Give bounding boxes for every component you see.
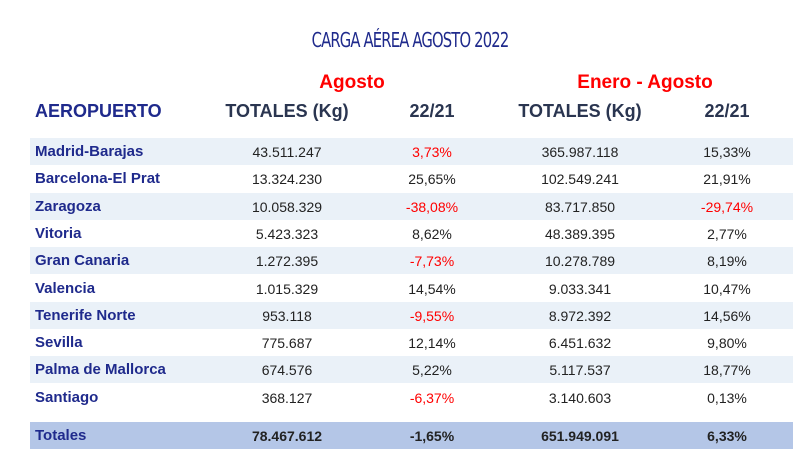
airport-name: Sevilla: [35, 334, 83, 352]
table-row: Palma de Mallorca 674.576 5,22% 5.117.537 18…: [30, 356, 793, 384]
ytd-var: 8,19%: [707, 253, 747, 270]
ytd-var: 2,77%: [707, 225, 747, 242]
month-var: 14,54%: [408, 280, 456, 297]
totals-row: Totales 78.467.612 -1,65% 651.949.091 6,…: [30, 422, 793, 449]
header-airport: AEROPUERTO: [35, 101, 162, 121]
ytd-var: 18,77%: [703, 362, 751, 379]
month-total: 674.576: [261, 362, 313, 379]
ytd-total: 10.278.789: [544, 253, 616, 270]
header-ytd-total: TOTALES (Kg): [518, 101, 642, 121]
ytd-var: 21,91%: [703, 171, 751, 188]
ytd-total: 8.972.392: [548, 307, 612, 324]
table-row: Zaragoza 10.058.329 -38,08% 83.717.850 -29,7…: [30, 192, 793, 220]
airport-name: Vitoria: [35, 224, 82, 242]
ytd-total: 48.389.395: [544, 225, 616, 242]
airport-name: Palma de Mallorca: [35, 361, 166, 379]
month-total: 43.511.247: [252, 144, 322, 160]
month-var: -7,73%: [409, 253, 455, 270]
table-row: Tenerife Norte 953.118 -9,55% 8.972.392 14,5…: [30, 301, 793, 329]
airport-name: Valencia: [35, 279, 96, 297]
month-total: 368.127: [261, 389, 313, 406]
ytd-total: 3.140.603: [548, 389, 612, 406]
page-title: CARGA AÉREA AGOSTO 2022: [311, 28, 510, 52]
month-total: 10.058.329: [251, 198, 323, 215]
month-var: 5,22%: [412, 362, 452, 379]
month-var: -9,55%: [409, 307, 455, 324]
ytd-total: 365.987.118: [541, 144, 619, 160]
header-month-total: TOTALES (Kg): [225, 101, 349, 121]
table-row: Sevilla 775.687 12,14% 6.451.632 9,80%: [30, 329, 793, 356]
month-total: 775.687: [261, 335, 313, 352]
airport-name: Madrid-Barajas: [35, 143, 144, 160]
airport-name: Santiago: [35, 388, 99, 406]
totals-month-total: 78.467.612: [251, 428, 323, 444]
ytd-var: 10,47%: [703, 280, 751, 297]
month-var: -6,37%: [409, 389, 455, 406]
ytd-total: 6.451.632: [548, 335, 612, 352]
ytd-total: 9.033.341: [548, 280, 612, 297]
month-total: 1.015.329: [255, 280, 319, 297]
table-row: Barcelona-El Prat 13.324.230 25,65% 102.549…: [30, 165, 793, 192]
table-row: Vitoria 5.423.323 8,62% 48.389.395 2,77%: [30, 220, 793, 247]
month-total: 5.423.323: [255, 225, 319, 242]
month-var: 25,65%: [408, 171, 456, 188]
totals-month-var: -1,65%: [409, 428, 455, 444]
group-header-month: Agosto: [319, 72, 385, 93]
month-total: 13.324.230: [251, 171, 323, 188]
month-total: 1.272.395: [255, 253, 319, 270]
airport-name: Barcelona-El Prat: [35, 170, 161, 188]
totals-ytd-total: 651.949.091: [541, 428, 619, 444]
month-var: 8,62%: [412, 225, 452, 242]
ytd-var: 14,56%: [703, 307, 751, 324]
group-header-ytd: Enero - Agosto: [577, 72, 713, 93]
table-row: Valencia 1.015.329 14,54% 9.033.341 10,47%: [30, 275, 793, 302]
table-row: Madrid-Barajas 43.511.247 3,73% 365.987.118…: [30, 138, 793, 165]
airport-name: Zaragoza: [35, 197, 101, 215]
ytd-total: 5.117.537: [549, 362, 611, 379]
airport-name: Tenerife Norte: [35, 306, 136, 324]
header-ytd-var: 22/21: [704, 101, 750, 121]
table-row: Santiago 368.127 -6,37% 3.140.603 0,13%: [30, 384, 793, 411]
table-row: Gran Canaria 1.272.395 -7,73% 10.278.789 8,1…: [30, 247, 793, 275]
month-var: 12,14%: [408, 335, 456, 352]
month-var: 3,73%: [412, 144, 452, 160]
ytd-var: 15,33%: [703, 144, 751, 160]
totals-ytd-var: 6,33%: [707, 428, 747, 444]
ytd-var: 9,80%: [707, 335, 747, 352]
ytd-var: -29,74%: [700, 198, 754, 215]
ytd-total: 83.717.850: [544, 198, 616, 215]
month-total: 953.118: [262, 307, 312, 324]
ytd-total: 102.549.241: [541, 171, 619, 188]
header-month-var: 22/21: [409, 101, 455, 121]
totals-label: Totales: [35, 427, 87, 444]
ytd-var: 0,13%: [707, 389, 747, 406]
airport-name: Gran Canaria: [35, 252, 130, 270]
month-var: -38,08%: [405, 198, 459, 215]
